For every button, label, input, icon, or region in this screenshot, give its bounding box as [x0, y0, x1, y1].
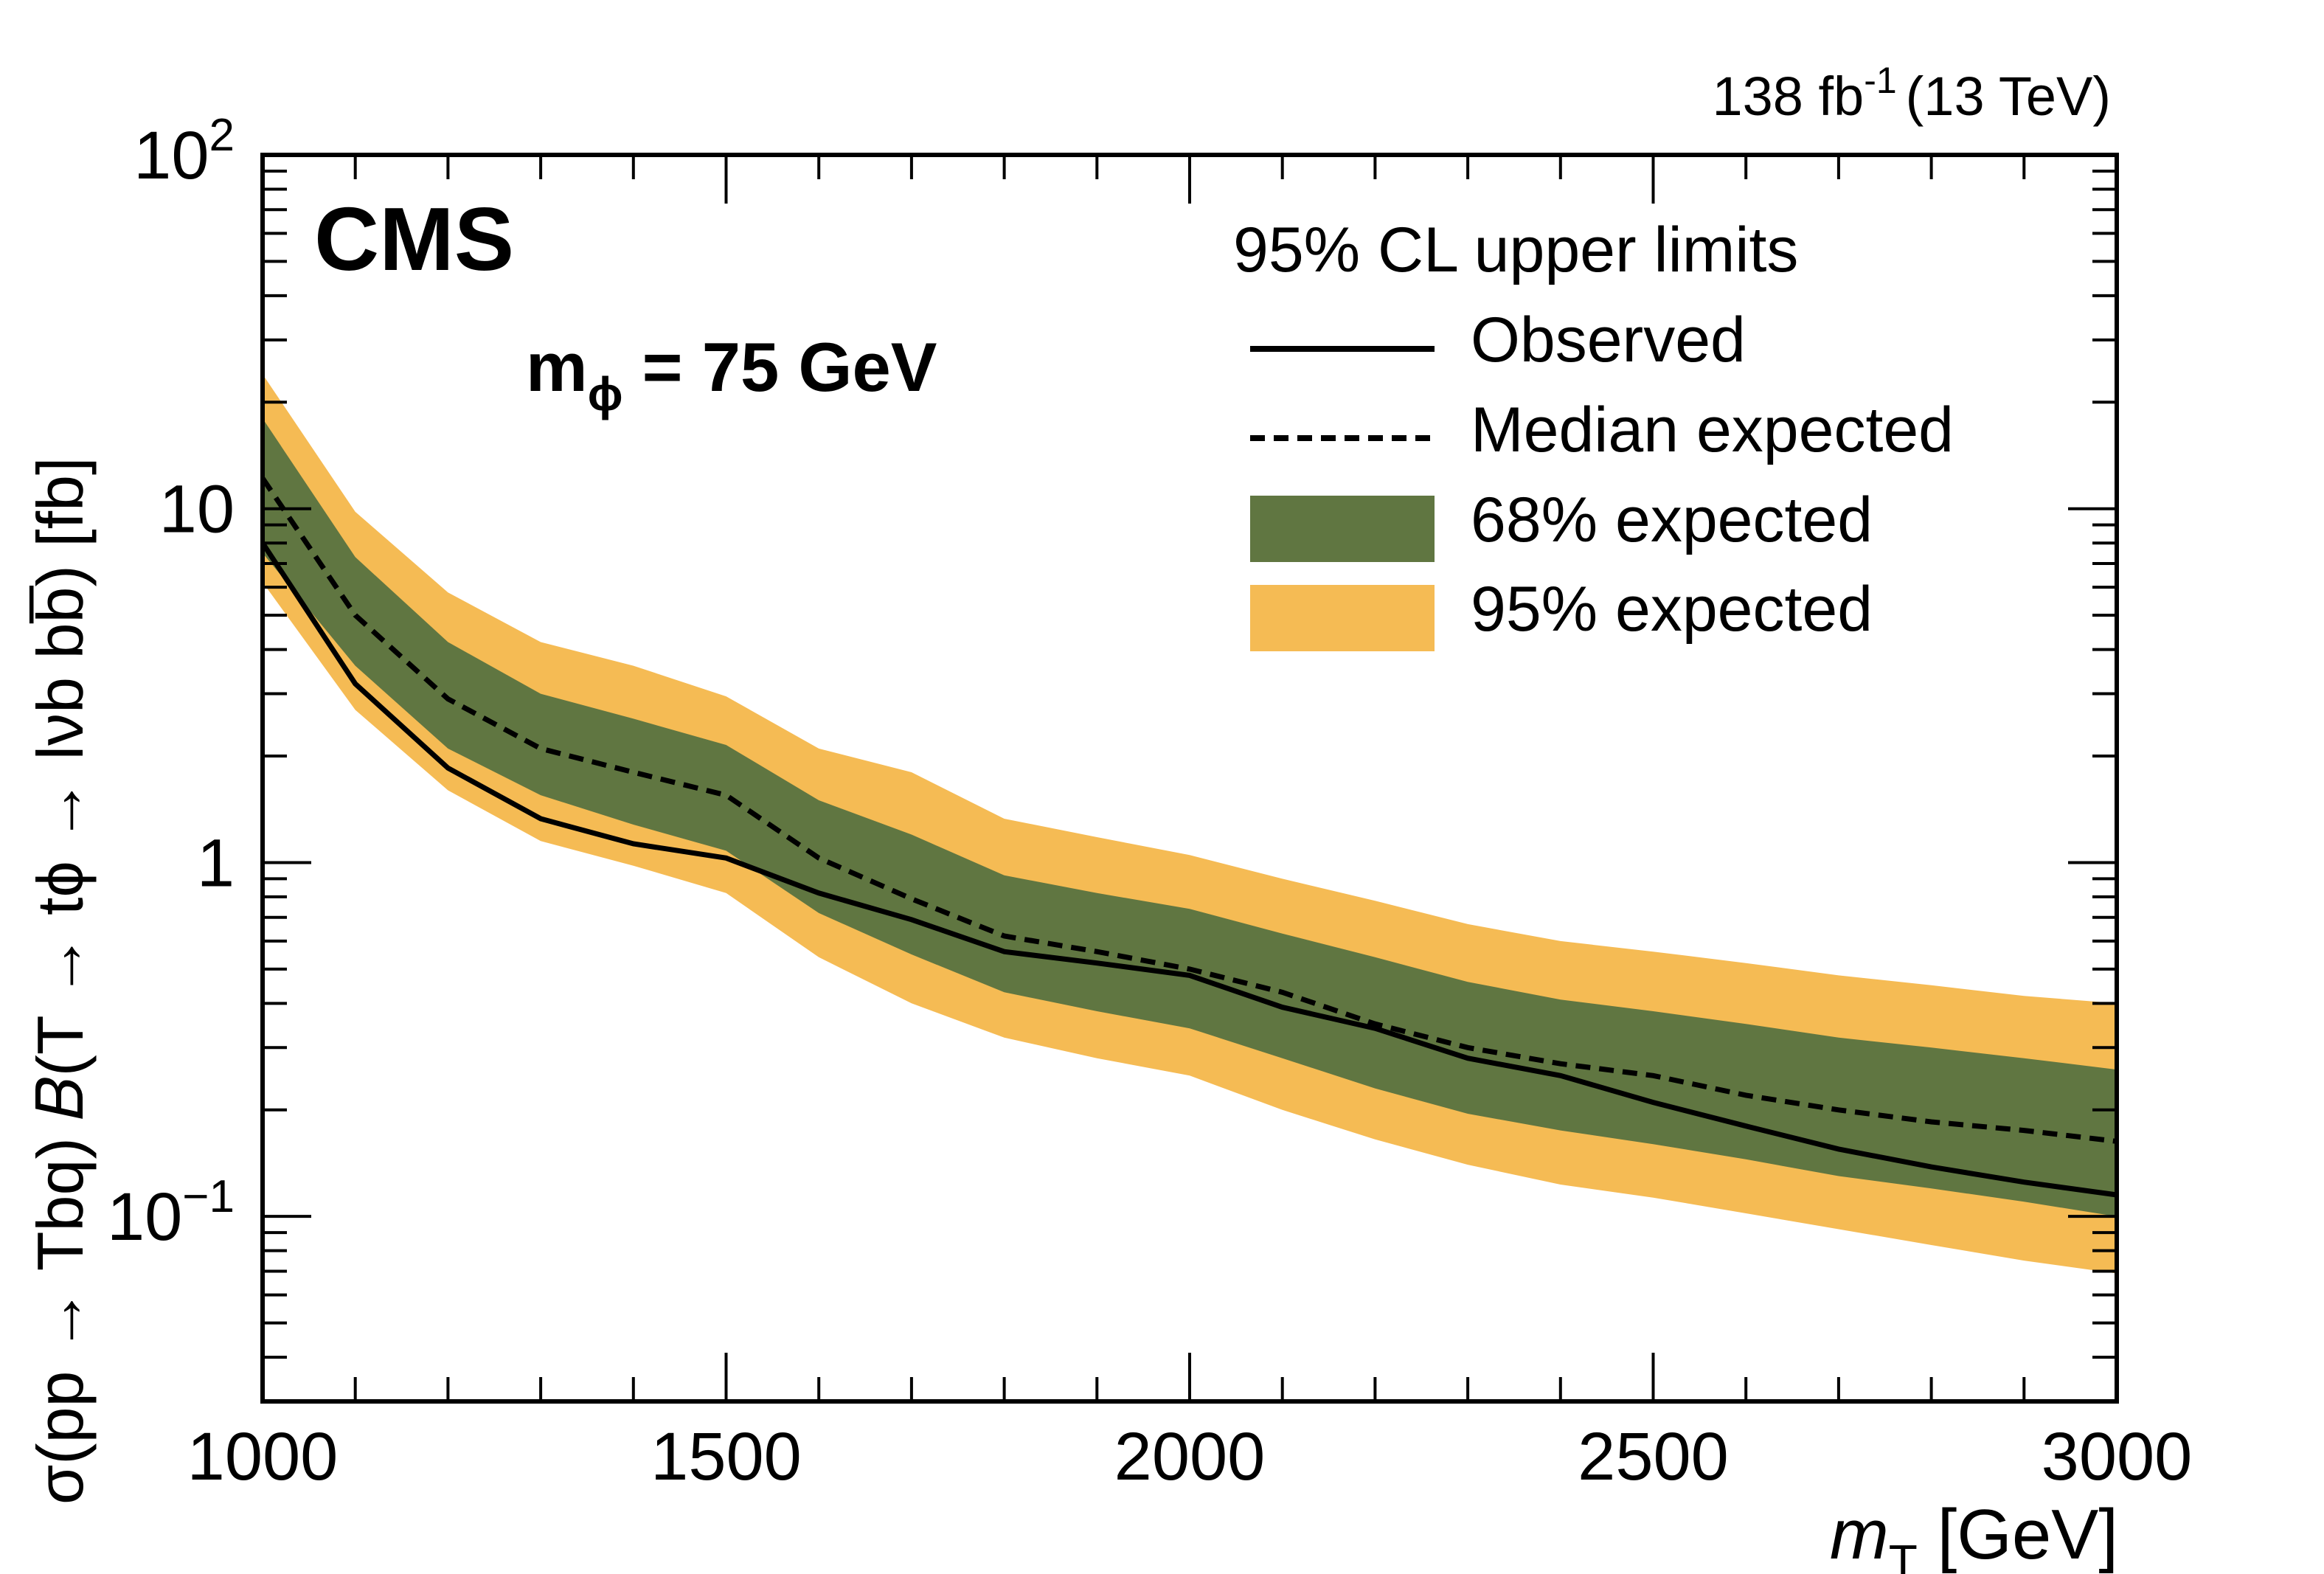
median-expected-line: [260, 476, 2117, 1144]
observed-line: [260, 541, 2117, 1198]
tick-labels: 1000 1500 2000 2500 3000 102 10 1 10−1: [107, 110, 2192, 1494]
expected-bands: [263, 374, 2117, 1274]
x-tick-label: 3000: [2042, 1419, 2193, 1494]
cms-label: CMS: [314, 189, 514, 289]
x-tick-label: 1500: [651, 1419, 802, 1494]
legend-95-swatch: [1250, 585, 1435, 651]
legend-68-swatch: [1250, 496, 1435, 562]
x-tick-label: 1000: [187, 1419, 339, 1494]
y-tick-label: 102: [133, 110, 235, 193]
axis-ticks: [261, 153, 2118, 1403]
legend-expected-label: Median expected: [1471, 395, 1954, 465]
limit-curves: [260, 476, 2117, 1198]
lumi-label: 138 fb-1 (13 TeV): [1712, 60, 2111, 127]
mass-annotation: mϕ = 75 GeV: [526, 328, 937, 420]
y-tick-label: 1: [197, 825, 235, 901]
y-tick-label: 10−1: [107, 1171, 235, 1255]
legend-68-label: 68% expected: [1471, 485, 1873, 555]
band-68-expected: [263, 418, 2117, 1217]
legend-observed-label: Observed: [1471, 305, 1746, 375]
x-tick-label: 2500: [1578, 1419, 1729, 1494]
x-axis-label: mT [GeV]: [1830, 1495, 2118, 1574]
legend-title: 95% CL upper limits: [1233, 215, 1798, 285]
y-tick-label: 10: [159, 472, 235, 547]
legend-95-label: 95% expected: [1471, 574, 1873, 645]
x-tick-label: 2000: [1114, 1419, 1266, 1494]
legend: 95% CL upper limits Observed Median expe…: [1233, 215, 1954, 651]
y-axis-label: σ(pp → Tbq) 𝐵(T → tϕ → lνb bb̅) [fb]: [24, 457, 97, 1505]
